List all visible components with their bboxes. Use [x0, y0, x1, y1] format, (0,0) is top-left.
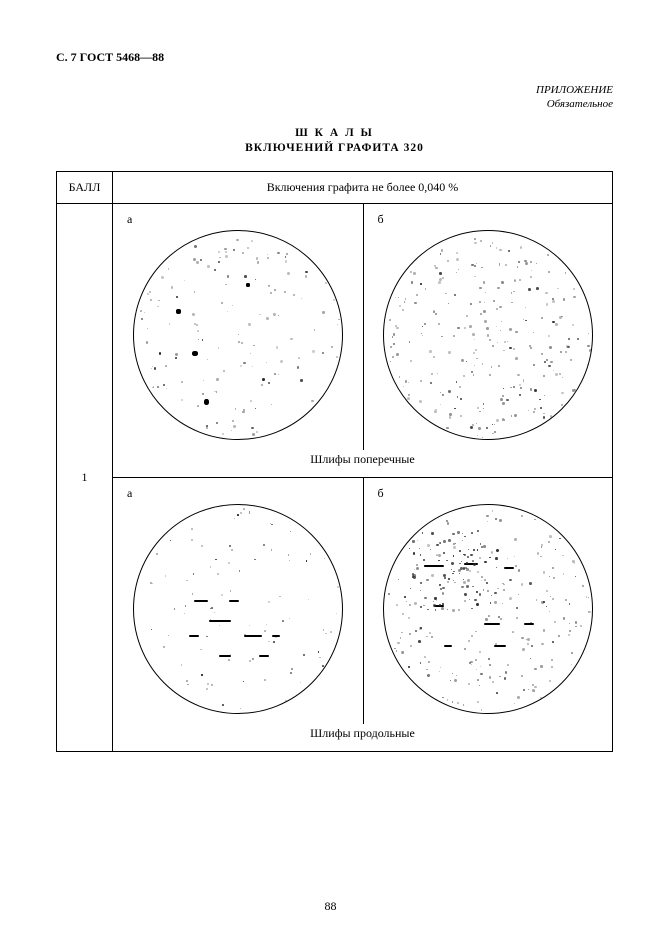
micrograph-2b: [383, 504, 593, 714]
label-a: а: [127, 486, 132, 501]
title-line-1: Ш К А Л Ы: [56, 126, 613, 142]
table-body-row: 1 а б Шлифы поперечные а б: [57, 203, 613, 751]
appendix-label: ПРИЛОЖЕНИЕ: [56, 83, 613, 97]
caption-transverse: Шлифы поперечные: [113, 450, 612, 477]
ball-value-cell: 1: [57, 203, 113, 751]
sample-2b: б: [363, 478, 613, 724]
micrograph-1b: [383, 230, 593, 440]
page-header: С. 7 ГОСТ 5468—88: [56, 50, 613, 65]
micrograph-2a: [133, 504, 343, 714]
appendix-block: ПРИЛОЖЕНИЕ Обязательное: [56, 83, 613, 112]
appendix-type: Обязательное: [56, 97, 613, 111]
images-cell: а б Шлифы поперечные а б Шлифы п: [113, 203, 613, 751]
label-b: б: [378, 486, 384, 501]
micrograph-1a: [133, 230, 343, 440]
sample-1b: б: [363, 204, 613, 450]
title-block: Ш К А Л Ы ВКЛЮЧЕНИЙ ГРАФИТА 320: [56, 126, 613, 157]
header-ball: БАЛЛ: [57, 171, 113, 203]
title-line-2: ВКЛЮЧЕНИЙ ГРАФИТА 320: [56, 141, 613, 157]
row-longitudinal: а б Шлифы продольные: [113, 478, 612, 751]
header-caption: Включения графита не более 0,040 %: [113, 171, 613, 203]
scale-table: БАЛЛ Включения графита не более 0,040 % …: [56, 171, 613, 752]
page-number: 88: [0, 899, 661, 914]
caption-longitudinal: Шлифы продольные: [113, 724, 612, 751]
sample-2a: а: [113, 478, 363, 724]
row-transverse: а б Шлифы поперечные: [113, 204, 612, 478]
label-b: б: [378, 212, 384, 227]
sample-1a: а: [113, 204, 363, 450]
table-header-row: БАЛЛ Включения графита не более 0,040 %: [57, 171, 613, 203]
label-a: а: [127, 212, 132, 227]
